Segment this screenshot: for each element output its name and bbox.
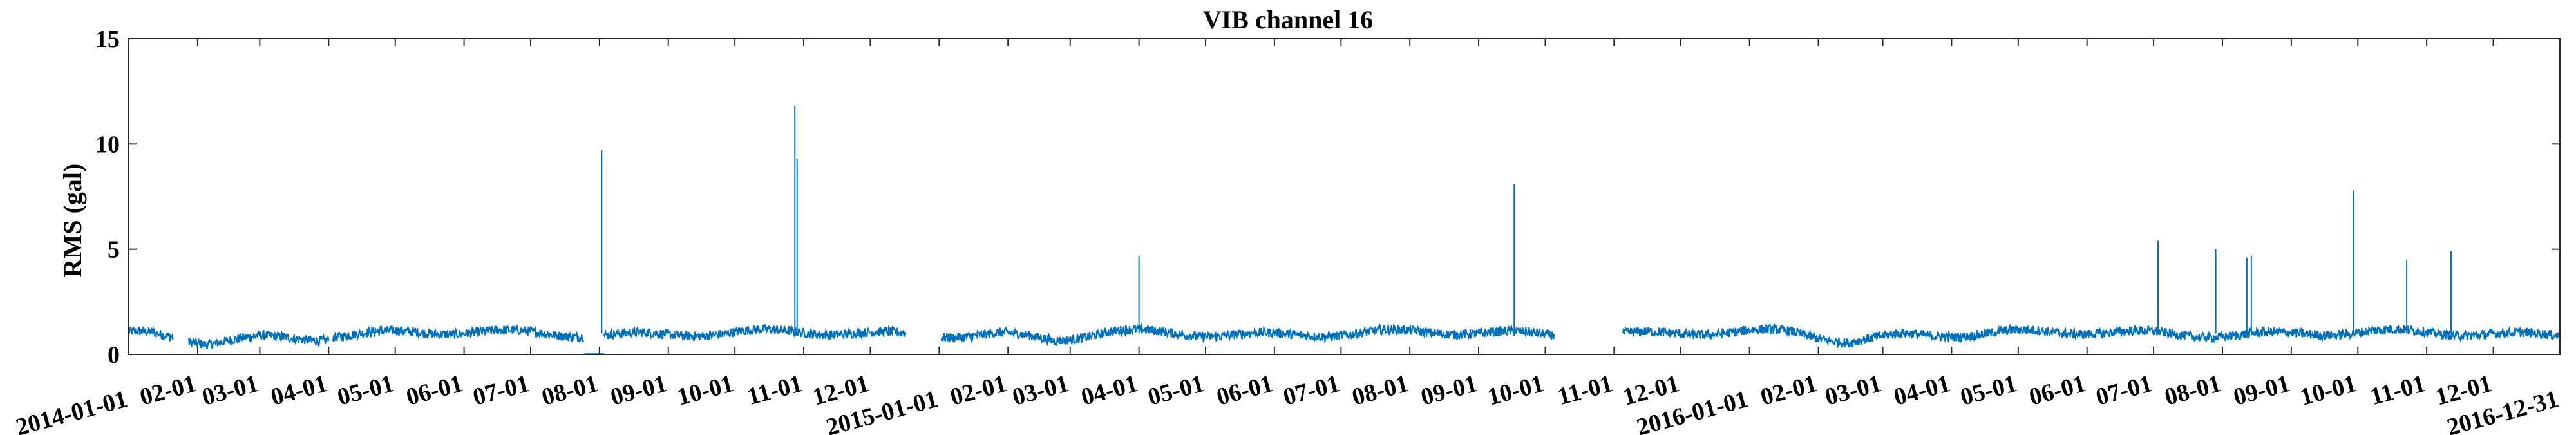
x-tick-label: 02-01 <box>947 370 1010 411</box>
x-tick-label: 04-01 <box>268 370 330 411</box>
x-tick-label: 02-01 <box>137 370 200 411</box>
x-tick-label: 10-01 <box>1484 370 1547 411</box>
x-tick-label: 11-01 <box>2367 370 2428 411</box>
y-axis: 0 5 10 15 <box>95 26 2560 369</box>
x-tick-label: 11-01 <box>744 370 805 411</box>
x-tick-label: 07-01 <box>470 370 533 411</box>
x-tick-label: 06-01 <box>403 370 466 411</box>
x-tick-label: 06-01 <box>2027 370 2089 411</box>
chart-title: VIB channel 16 <box>1203 5 1374 34</box>
x-tick-label: 05-01 <box>1145 370 1208 411</box>
rms-series-segment <box>940 322 1555 347</box>
x-tick-label: 08-01 <box>1349 370 1412 411</box>
x-tick-label: 11-01 <box>1555 370 1615 411</box>
x-tick-label: 04-01 <box>1891 370 1953 411</box>
rms-series-segment <box>128 325 174 342</box>
x-tick-label: 05-01 <box>335 370 397 411</box>
y-tick-label: 15 <box>95 26 120 53</box>
x-tick-label: 04-01 <box>1078 370 1141 411</box>
x-tick-label: 08-01 <box>539 370 601 411</box>
x-tick-label: 03-01 <box>1010 370 1072 411</box>
y-tick-label: 0 <box>108 342 120 369</box>
y-tick-label: 5 <box>108 237 120 264</box>
x-tick-label: 2014-01-01 <box>13 385 130 435</box>
plot-frame <box>128 38 2561 355</box>
rms-series-segment <box>603 324 907 342</box>
x-tick-label: 08-01 <box>2162 370 2224 411</box>
y-tick-label: 10 <box>95 131 120 158</box>
x-tick-label: 07-01 <box>2093 370 2155 411</box>
x-tick-label: 10-01 <box>674 370 737 411</box>
rms-series-segment <box>188 329 330 350</box>
plot-area <box>128 106 2561 355</box>
y-axis-label: RMS (gal) <box>58 164 87 278</box>
x-tick-label: 03-01 <box>1822 370 1884 411</box>
rms-series-segment <box>1622 322 2561 349</box>
x-tick-label: 03-01 <box>199 370 261 411</box>
x-tick-label: 09-01 <box>1418 370 1481 411</box>
x-axis: 2014-01-01 02-01 03-01 04-01 05-01 06-01 07-01… <box>13 39 2561 435</box>
x-tick-label: 02-01 <box>1757 370 1820 411</box>
x-tick-label: 07-01 <box>1280 370 1343 411</box>
x-tick-label: 05-01 <box>1958 370 2020 411</box>
x-tick-label: 06-01 <box>1214 370 1276 411</box>
x-tick-label: 09-01 <box>2231 370 2293 411</box>
rms-series-segment <box>332 323 585 343</box>
x-tick-label: 10-01 <box>2297 370 2360 411</box>
x-tick-label: 09-01 <box>608 370 670 411</box>
